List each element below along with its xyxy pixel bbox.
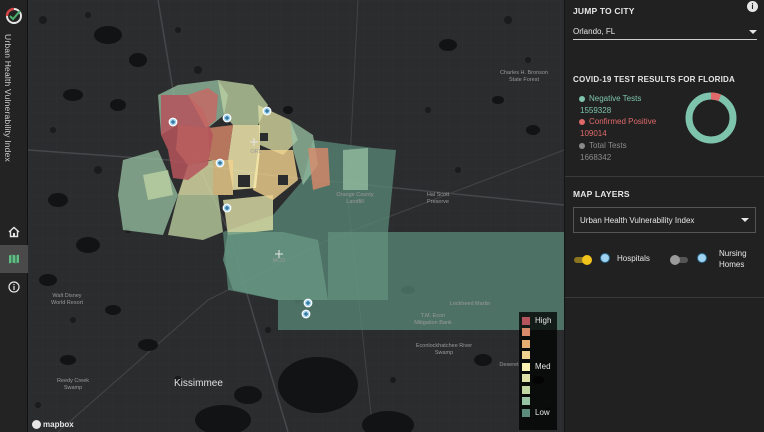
confirmed-positive-value: 109014 [580, 129, 607, 138]
app-title: Urban Health Vulnerability Index [3, 34, 13, 162]
legend-item: Low [522, 407, 554, 419]
hospitals-label: Hospitals [617, 254, 650, 263]
map-label-state-forest: Charles H. Bronson State Forest [500, 70, 548, 83]
negative-dot-icon [579, 95, 585, 102]
total-tests-value: 1668342 [580, 153, 612, 162]
legend-swatch [522, 339, 530, 348]
layer-select[interactable]: Urban Health Vulnerability Index [573, 207, 756, 233]
confirmed-positive-label: Confirmed Positive [589, 117, 657, 126]
chevron-down-icon [741, 218, 749, 222]
legend-label: Med [535, 362, 551, 372]
mapbox-attribution[interactable]: mapbox [32, 420, 74, 429]
map-city-label: Kissimmee [174, 378, 223, 389]
hospital-icon [600, 253, 610, 263]
nursing-homes-label: Nursing Homes [719, 249, 747, 269]
map-label-walt-disney: Walt Disney World Resort [51, 293, 83, 306]
legend-item [522, 350, 554, 362]
positive-label-row: Confirmed Positive [579, 117, 656, 126]
nursing-homes-toggle[interactable] [670, 255, 688, 265]
legend-swatch [522, 397, 530, 406]
legend-label: Low [535, 408, 550, 418]
info-icon[interactable]: i [747, 1, 758, 12]
home-icon [8, 226, 20, 238]
map-label-orl: ORL [250, 149, 262, 155]
map-canvas[interactable]: Charles H. Bronson State Forest ORL Oran… [28, 0, 564, 432]
mapbox-logo-icon [32, 420, 41, 429]
legend-item [522, 338, 554, 350]
positive-dot-icon [579, 118, 585, 125]
map-label-preserve: Hal Scott Preserve [426, 192, 450, 205]
negative-tests-label: Negative Tests [589, 94, 642, 103]
negative-tests-label-row: Negative Tests [579, 94, 641, 103]
legend-swatch [522, 362, 530, 371]
legend-item [522, 327, 554, 339]
total-tests-label: Total Tests [589, 141, 627, 150]
negative-tests-value: 1559328 [580, 106, 612, 115]
map-label-reedy-creek: Reedy Creek Swamp [56, 378, 90, 391]
legend-item [522, 396, 554, 408]
map-label-deseret: Deseret [499, 362, 519, 368]
map-label-mitigation-bank: T.M. Econ Mitigation Bank [414, 313, 452, 326]
legend-swatch [522, 408, 530, 417]
app-logo [5, 7, 22, 24]
mapbox-attribution-text: mapbox [43, 420, 74, 429]
info-nav-button[interactable] [0, 273, 28, 301]
legend-item: Med [522, 361, 554, 373]
map-label-mco: MCO [272, 258, 286, 264]
legend-item [522, 373, 554, 385]
info-circle-icon [8, 281, 20, 293]
total-dot-icon [579, 142, 585, 149]
chevron-down-icon [749, 29, 757, 34]
legend-swatch [522, 316, 530, 325]
home-nav-button[interactable] [0, 218, 28, 246]
map-label-lockheed: Lockheed Martin [449, 301, 491, 307]
covid-heading: COVID-19 TEST RESULTS FOR FLORIDA [573, 75, 736, 84]
hospitals-toggle[interactable] [574, 255, 592, 265]
section-divider [565, 176, 764, 177]
legend-label: High [535, 316, 552, 326]
city-select-value: Orlando, FL [573, 27, 616, 36]
map-label-landfill: Orange County Landfill [336, 192, 374, 205]
layer-select-value: Urban Health Vulnerability Index [580, 215, 695, 225]
city-select[interactable]: Orlando, FL [573, 24, 757, 40]
section-divider [565, 297, 764, 298]
toggle-knob [670, 255, 680, 265]
legend-swatch [522, 385, 530, 394]
legend-swatch [522, 328, 530, 337]
legend-item [522, 384, 554, 396]
positive-slice [685, 92, 737, 144]
nursing-home-icon [697, 253, 707, 263]
left-rail: Urban Health Vulnerability Index [0, 0, 28, 432]
total-tests-label-row: Total Tests [579, 141, 627, 150]
legend-swatch [522, 351, 530, 360]
map-label-river-swamp: Econlockhatchee River Swamp [415, 343, 473, 356]
toggle-knob [582, 255, 592, 265]
map-legend: High Med Low [519, 312, 557, 430]
map-basemap [28, 0, 564, 432]
map-icon [9, 254, 19, 264]
map-nav-button[interactable] [0, 245, 28, 273]
legend-swatch [522, 374, 530, 383]
test-results-donut-chart [685, 92, 737, 144]
legend-item: High [522, 315, 554, 327]
map-layers-heading: MAP LAYERS [573, 189, 630, 199]
control-panel: JUMP TO CITY i Orlando, FL COVID-19 TEST… [564, 0, 764, 432]
jump-to-city-heading: JUMP TO CITY [573, 6, 635, 16]
